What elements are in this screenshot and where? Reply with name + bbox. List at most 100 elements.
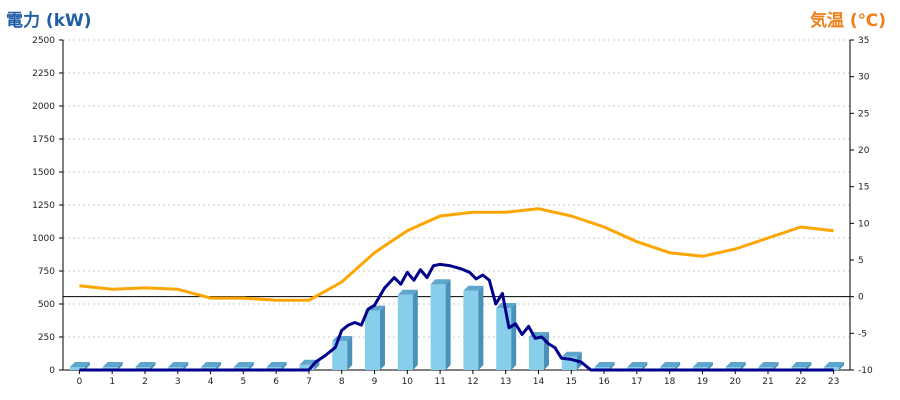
power-bar-side (839, 362, 845, 370)
power-bar-side (183, 362, 189, 370)
power-bar-side (806, 362, 812, 370)
power-bar-side (412, 289, 418, 370)
left-tick-label: 750 (38, 267, 55, 277)
power-bar-side (150, 362, 156, 370)
power-bar-side (642, 362, 648, 370)
left-tick-label: 0 (49, 366, 55, 376)
right-axis-title: 気温 (℃) (809, 11, 886, 31)
power-bar (365, 310, 381, 370)
x-tick-label: 14 (533, 377, 545, 387)
x-tick-label: 16 (598, 377, 610, 387)
power-bar-side (281, 362, 287, 370)
power-bar (299, 364, 315, 370)
x-tick-label: 2 (142, 377, 148, 387)
x-tick-label: 19 (697, 377, 709, 387)
left-tick-label: 2250 (32, 69, 55, 79)
x-tick-label: 10 (402, 377, 414, 387)
power-bar-side (707, 362, 713, 370)
x-tick-label: 18 (664, 377, 676, 387)
power-bar-top (233, 362, 254, 367)
power-line (79, 262, 834, 372)
power-bar-top (266, 362, 287, 367)
power-bar-top (397, 289, 418, 295)
temperature-line (79, 207, 834, 302)
left-tick-label: 1250 (32, 201, 55, 211)
power-bar (496, 307, 512, 370)
right-tick-label: 10 (858, 219, 870, 229)
x-tick-label: 7 (306, 377, 312, 387)
power-bar-top (594, 362, 615, 367)
x-tick-label: 1 (109, 377, 115, 387)
power-bar-top (168, 362, 189, 367)
left-tick-label: 2500 (32, 36, 55, 46)
power-bar-side (347, 335, 353, 370)
power-bar-side (84, 362, 90, 370)
power-bar-top (135, 362, 156, 367)
power-bar-side (216, 362, 222, 370)
power-bar-top (758, 362, 779, 367)
right-tick-label: 20 (858, 146, 870, 156)
power-bar (528, 337, 544, 370)
power-bar-top (561, 351, 582, 357)
right-tick-label: 25 (858, 109, 869, 119)
x-tick-label: 13 (500, 377, 511, 387)
x-tick-label: 12 (467, 377, 478, 387)
left-tick-label: 1000 (32, 234, 55, 244)
power-bar-side (675, 362, 681, 370)
left-tick-label: 1500 (32, 168, 55, 178)
power-bar-top (69, 362, 90, 367)
power-bar-side (445, 279, 451, 370)
power-bar-top (102, 362, 123, 367)
x-tick-label: 15 (566, 377, 577, 387)
power-bar-side (380, 305, 386, 370)
x-tick-label: 17 (631, 377, 642, 387)
right-tick-label: 30 (858, 73, 870, 83)
power-bar-top (627, 362, 648, 367)
power-bar-side (248, 362, 254, 370)
right-tick-label: 5 (858, 256, 864, 266)
right-tick-label: -5 (858, 329, 867, 339)
power-bar-side (117, 362, 123, 370)
x-tick-label: 6 (273, 377, 279, 387)
right-tick-label: 35 (858, 36, 869, 46)
left-axis-title: 電力 (kW) (6, 11, 92, 31)
x-tick-label: 3 (175, 377, 181, 387)
power-bar (69, 367, 85, 370)
power-bar-top (463, 285, 484, 291)
power-bar-top (430, 279, 451, 285)
right-tick-label: 0 (858, 293, 864, 303)
power-bar-side (511, 302, 517, 370)
left-tick-label: 1750 (32, 135, 55, 145)
power-bar-side (478, 285, 484, 370)
x-tick-label: 11 (434, 377, 445, 387)
x-tick-label: 23 (828, 377, 839, 387)
x-tick-label: 9 (372, 377, 378, 387)
left-tick-label: 500 (38, 300, 55, 310)
power-bar-top (824, 362, 845, 367)
right-tick-label: 15 (858, 183, 869, 193)
x-tick-label: 8 (339, 377, 345, 387)
x-tick-label: 4 (208, 377, 214, 387)
x-tick-label: 22 (795, 377, 806, 387)
x-tick-label: 21 (762, 377, 773, 387)
power-bar-side (773, 362, 779, 370)
power-bar-side (543, 332, 549, 370)
power-bar-top (692, 362, 713, 367)
power-bar (397, 294, 413, 370)
x-tick-label: 0 (77, 377, 83, 387)
right-tick-label: -10 (858, 366, 873, 376)
power-bar-top (660, 362, 681, 367)
power-bar-top (791, 362, 812, 367)
power-bar-top (725, 362, 746, 367)
left-tick-label: 2000 (32, 102, 55, 112)
power-bar (463, 290, 479, 370)
power-bar-top (201, 362, 222, 367)
power-bar-side (609, 362, 615, 370)
power-bar-side (314, 359, 320, 370)
power-bar (430, 284, 446, 370)
power-bar-side (740, 362, 746, 370)
x-tick-label: 20 (730, 377, 742, 387)
left-tick-label: 250 (38, 333, 55, 343)
x-tick-label: 5 (240, 377, 246, 387)
